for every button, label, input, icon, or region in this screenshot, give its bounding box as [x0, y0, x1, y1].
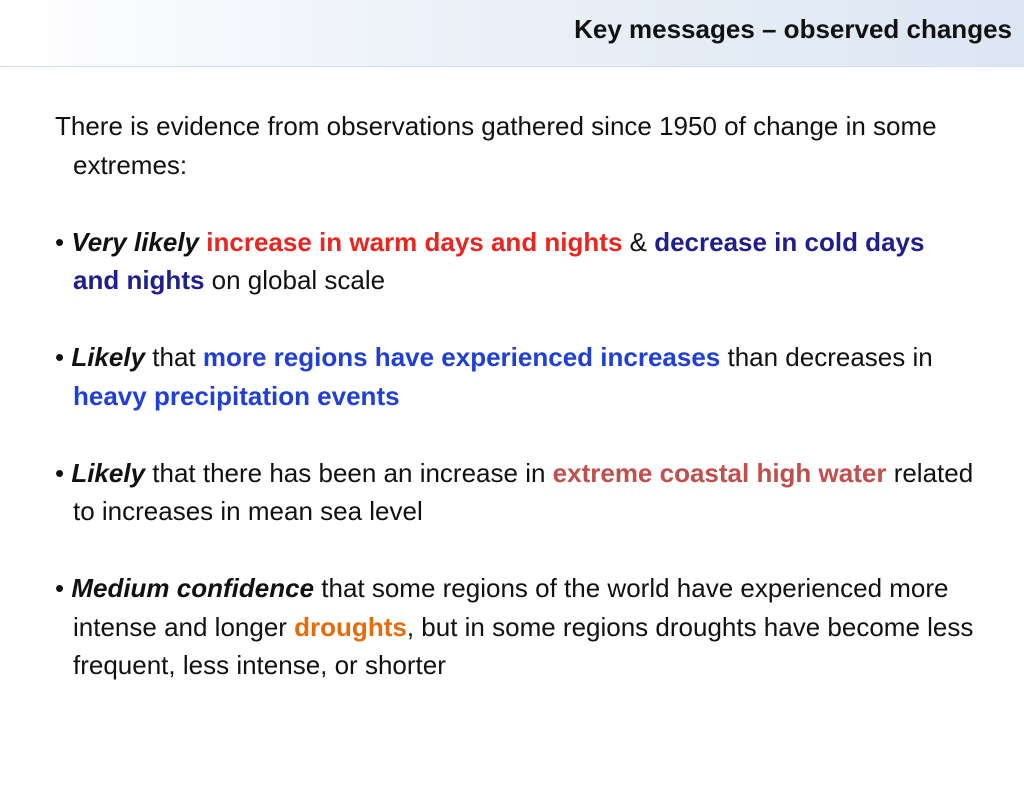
bullet-text: related to increases in mean sea level — [73, 457, 974, 527]
slide-header: Key messages – observed changes — [0, 0, 1024, 67]
confidence-qualifier: Medium confidence — [71, 573, 315, 603]
highlighted-phrase: heavy precipitation events — [73, 380, 400, 411]
confidence-qualifier: Likely — [71, 342, 146, 372]
bullet-item: • Likely that there has been an increase… — [55, 454, 975, 531]
intro-paragraph: There is evidence from observations gath… — [55, 111, 937, 180]
confidence-qualifier: Very likely — [71, 226, 200, 257]
highlighted-phrase: more regions have experienced increases — [202, 342, 721, 372]
bullet-marker: • — [55, 226, 72, 257]
highlighted-phrase: extreme coastal high water — [552, 457, 887, 488]
bullet-marker: • — [55, 457, 72, 488]
slide-title: Key messages – observed changes — [574, 14, 1012, 44]
bullet-item: • Likely that more regions have experien… — [55, 338, 975, 415]
bullet-list: • Very likely increase in warm days and … — [55, 223, 975, 685]
bullet-marker: • — [55, 342, 72, 372]
bullet-text: that — [145, 342, 203, 372]
bullet-item: • Medium confidence that some regions of… — [55, 569, 975, 685]
slide-body: There is evidence from observations gath… — [55, 107, 975, 685]
highlighted-phrase: increase in warm days and nights — [206, 226, 623, 257]
highlighted-phrase: decrease in cold days and nights — [73, 226, 925, 296]
bullet-text: that some regions of the world have expe… — [73, 573, 949, 642]
bullet-text: than decreases in — [720, 342, 933, 372]
bullet-text: that there has been an increase in — [145, 457, 553, 488]
bullet-item: • Very likely increase in warm days and … — [55, 223, 975, 300]
confidence-qualifier: Likely — [71, 457, 146, 488]
highlighted-phrase: droughts — [294, 611, 407, 642]
bullet-marker: • — [55, 573, 72, 603]
bullet-text: on global scale — [204, 265, 386, 295]
bullet-text: , but in some regions droughts have beco… — [73, 611, 974, 681]
bullet-text: & — [622, 226, 655, 257]
